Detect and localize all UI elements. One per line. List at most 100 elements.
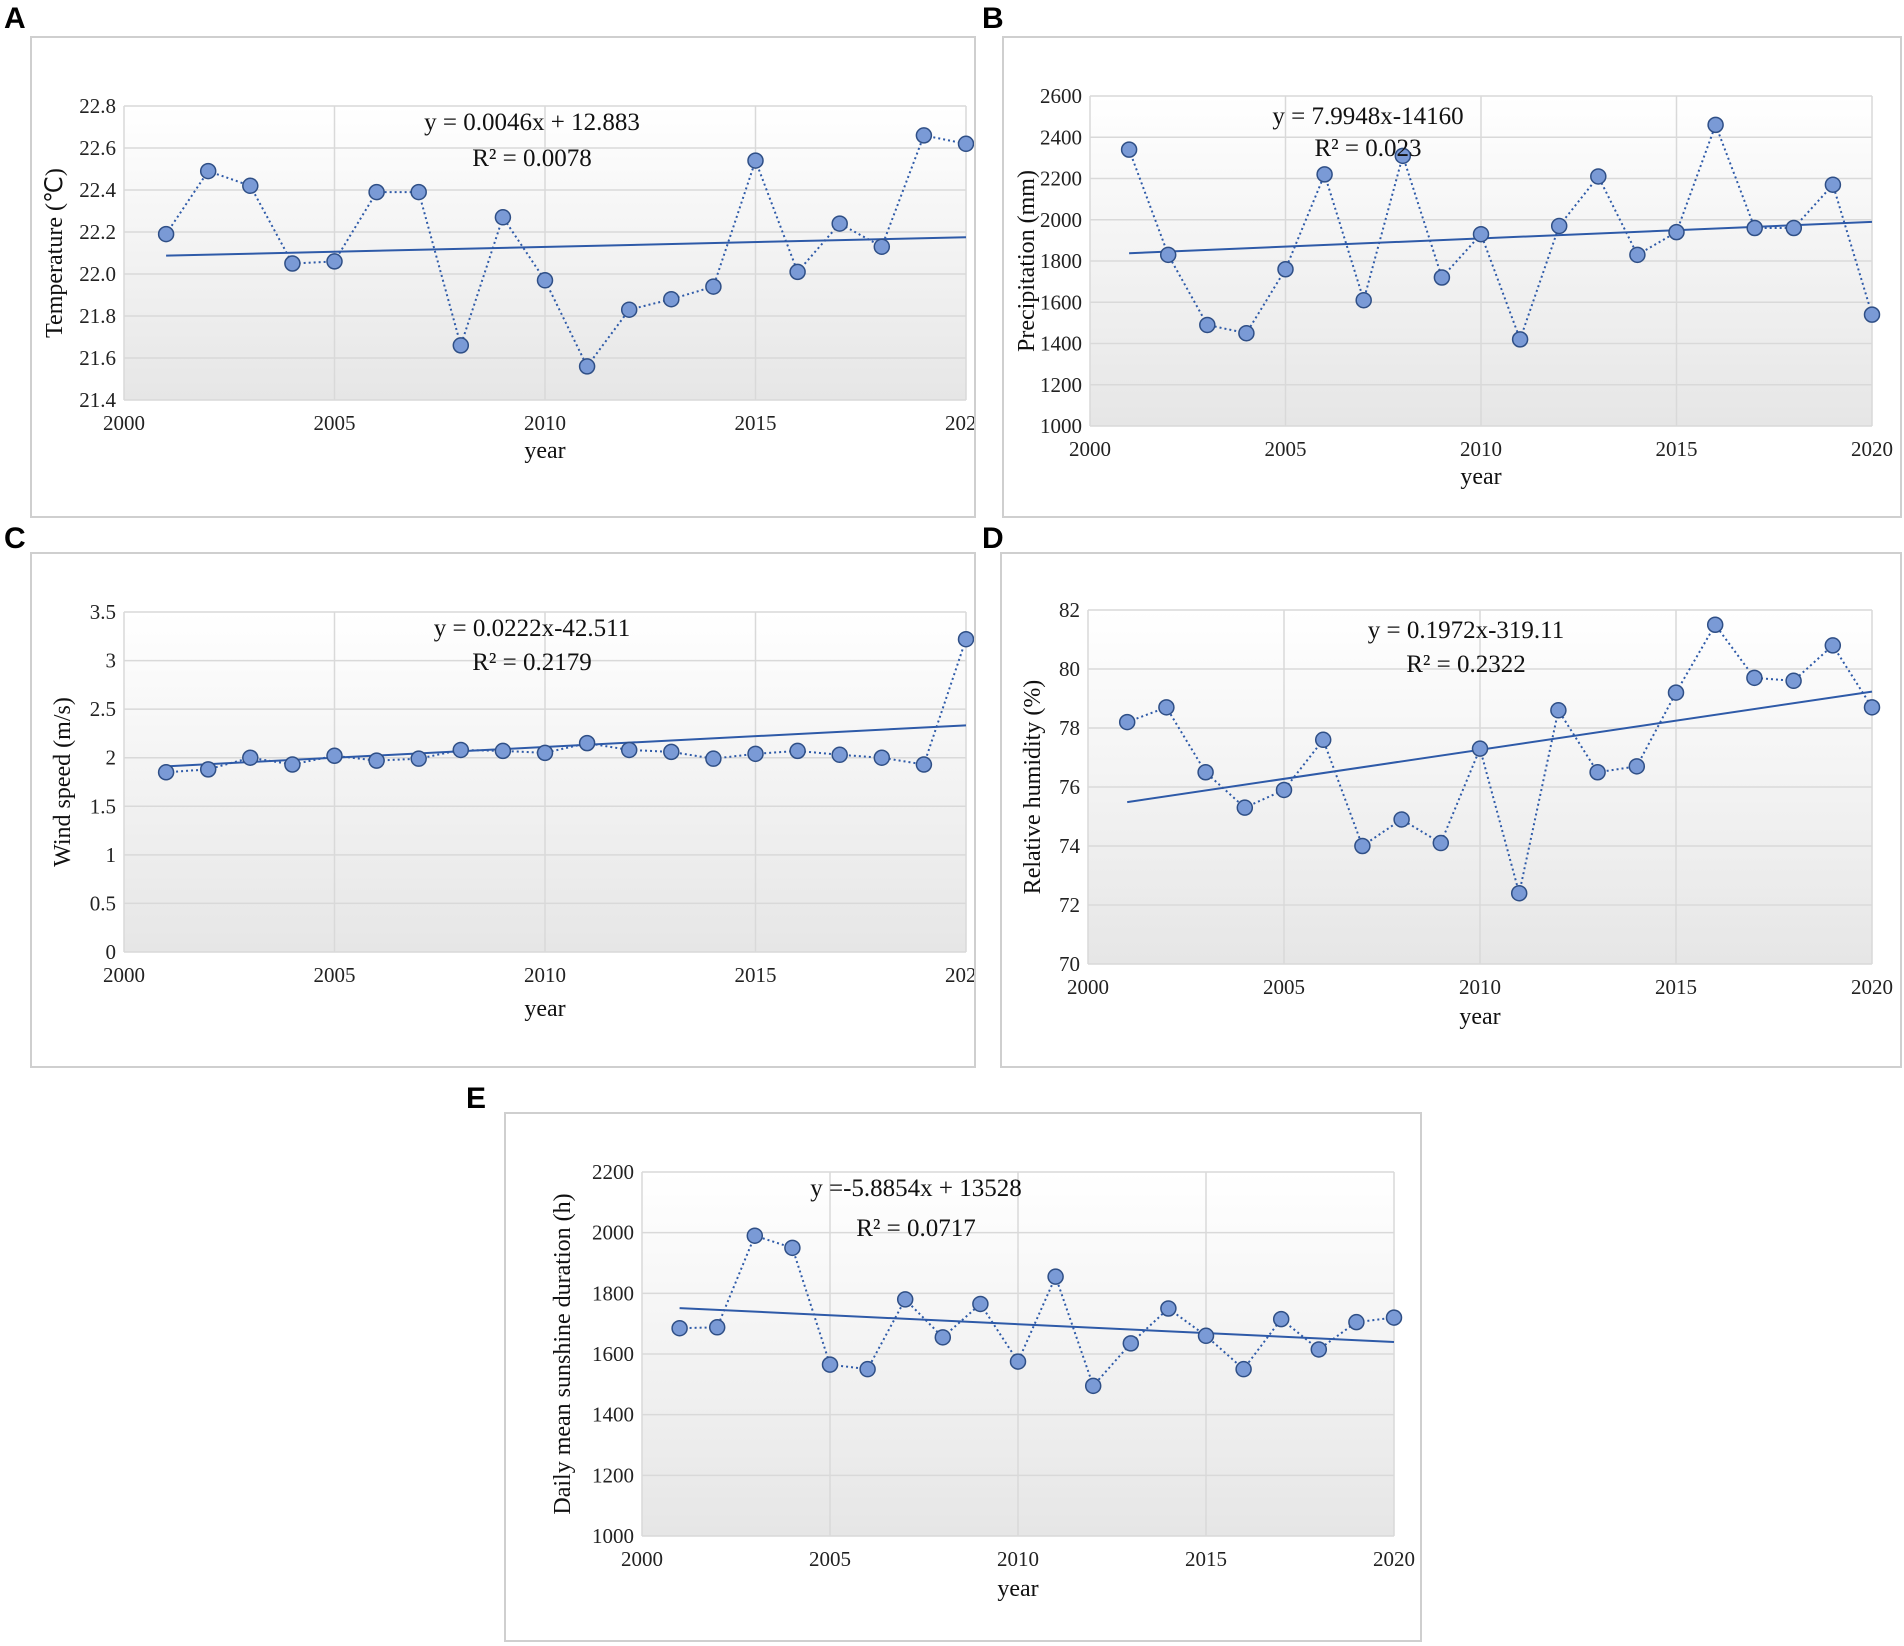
data-point: [536, 744, 554, 762]
y-tick-label: 22.0: [79, 262, 116, 286]
x-tick-label: 2015: [1655, 975, 1697, 999]
data-point: [1628, 758, 1646, 775]
data-point: [957, 135, 975, 153]
y-tick-label: 1400: [1040, 332, 1082, 356]
data-point: [1432, 834, 1450, 852]
data-point: [1785, 672, 1802, 690]
data-point: [1047, 1268, 1064, 1285]
x-tick-label: 2005: [1263, 975, 1305, 999]
data-point: [1272, 1310, 1290, 1328]
data-point: [326, 747, 343, 765]
data-point: [242, 177, 259, 195]
x-tick-label: 2010: [524, 963, 566, 987]
data-point: [326, 253, 343, 270]
r-squared: R² = 0.2179: [472, 649, 592, 676]
y-tick-label: 80: [1059, 657, 1080, 681]
data-point: [1629, 246, 1646, 264]
data-point: [1824, 176, 1842, 193]
x-tick-label: 2000: [621, 1547, 663, 1571]
data-point: [284, 255, 301, 272]
data-point: [1707, 116, 1724, 134]
data-point: [1863, 699, 1881, 716]
data-point: [578, 734, 596, 752]
y-tick-label: 1800: [592, 1281, 634, 1305]
data-point: [1084, 1377, 1102, 1395]
y-axis-title: Temperature (℃): [42, 168, 68, 338]
y-tick-label: 21.8: [79, 304, 116, 328]
x-tick-label: 2015: [1656, 437, 1698, 461]
data-point: [915, 127, 933, 144]
y-tick-label: 1600: [592, 1342, 634, 1366]
y-tick-label: 1000: [1040, 414, 1082, 438]
data-point: [410, 183, 427, 201]
trend-equation: y = 0.0046x + 12.883: [424, 109, 640, 136]
data-point: [1160, 1300, 1177, 1317]
data-point: [410, 750, 427, 767]
y-tick-label: 3: [106, 649, 117, 673]
panel-label-b: B: [982, 2, 1004, 35]
data-point: [1589, 764, 1606, 781]
x-tick-label: 2015: [1185, 1547, 1227, 1571]
data-point: [536, 272, 554, 289]
data-point: [1706, 616, 1724, 633]
data-point: [859, 1360, 876, 1378]
data-point: [1394, 147, 1412, 165]
data-point: [746, 1227, 764, 1244]
data-point: [1590, 168, 1607, 185]
data-point: [157, 225, 175, 243]
y-tick-label: 3.5: [90, 600, 116, 624]
y-tick-label: 76: [1059, 775, 1080, 799]
data-point: [1197, 764, 1214, 781]
data-point: [1310, 1341, 1328, 1358]
data-point: [1199, 316, 1216, 334]
data-point: [1746, 669, 1763, 687]
y-tick-label: 1200: [592, 1463, 634, 1487]
y-tick-label: 1.5: [90, 794, 116, 818]
data-point: [1122, 1335, 1140, 1352]
y-tick-label: 1800: [1040, 249, 1082, 273]
r-squared: R² = 0.0078: [472, 145, 592, 172]
data-point: [934, 1329, 952, 1346]
data-point: [284, 756, 301, 773]
data-point: [747, 152, 764, 169]
data-point: [705, 750, 722, 767]
y-tick-label: 21.6: [79, 346, 116, 370]
data-point: [1235, 1360, 1252, 1378]
y-axis-title: Wind speed (m/s): [50, 697, 76, 867]
data-point: [789, 742, 806, 760]
data-point: [896, 1291, 914, 1308]
x-tick-label: 2000: [1067, 975, 1109, 999]
data-point: [831, 215, 848, 232]
y-tick-label: 74: [1059, 834, 1081, 858]
y-tick-label: 22.8: [79, 94, 116, 118]
y-tick-label: 0: [106, 940, 117, 964]
x-tick-label: 2010: [1459, 975, 1501, 999]
x-tick-label: 2020: [1851, 437, 1893, 461]
chart-svg-a: 21.4 21.6 21.8 22.0 22.2 22.4 22.6 22.8 2000 2005…: [42, 94, 987, 464]
data-point: [452, 337, 470, 354]
data-point: [784, 1239, 801, 1257]
r-squared: R² = 0.2322: [1406, 651, 1526, 678]
y-tick-label: 22.2: [79, 220, 116, 244]
x-tick-label: 2020: [1373, 1547, 1415, 1571]
data-point: [1433, 269, 1451, 286]
data-point: [747, 745, 764, 763]
data-point: [1197, 1327, 1215, 1345]
y-tick-label: 2: [106, 746, 117, 770]
chart-relative-humidity: 70 72 74 76 78 80 82 2000 2005 2010 2015 2020 y = 0.…: [1000, 552, 1902, 1068]
data-point: [663, 743, 680, 761]
y-tick-label: 1600: [1040, 290, 1082, 314]
y-tick-label: 72: [1059, 893, 1080, 917]
data-point: [873, 749, 891, 766]
x-tick-label: 2000: [103, 411, 145, 435]
panel-label-a: A: [4, 2, 26, 35]
y-tick-label: 2600: [1040, 84, 1082, 108]
chart-temperature: 21.4 21.6 21.8 22.0 22.2 22.4 22.6 22.8 2000 2005…: [30, 36, 987, 518]
x-axis-title: year: [524, 438, 565, 464]
data-point: [1159, 246, 1177, 264]
series-line: [679, 1234, 1395, 1388]
y-axis-title: Precipitation (mm): [1014, 170, 1040, 352]
data-point: [957, 630, 975, 648]
data-point: [789, 263, 806, 281]
chart-svg-c: 0 0.5 1 1.5 2 2.5 3 3.5 2000 2005 2010 2015 2020 y = …: [50, 600, 987, 1022]
